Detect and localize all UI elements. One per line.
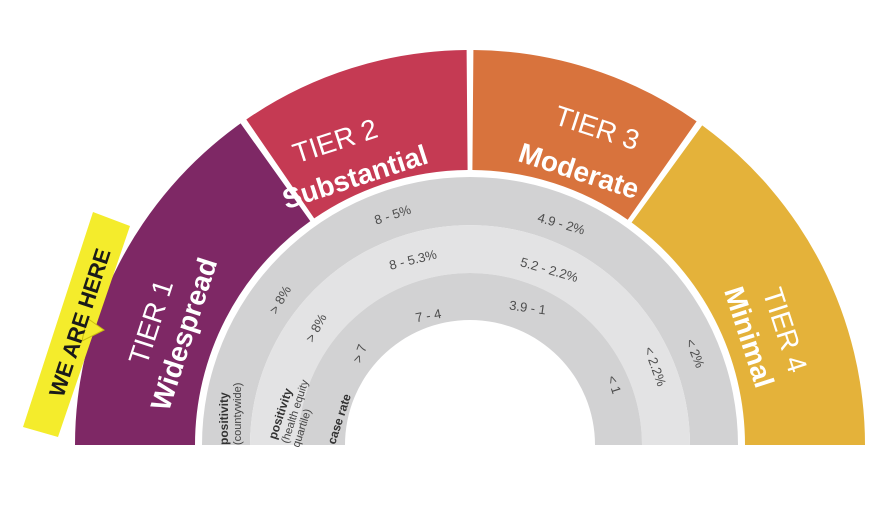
inner-value-tier-4: < 1 bbox=[604, 374, 624, 396]
row-label-title: positivity bbox=[217, 392, 231, 445]
inner-value-tier-3: 3.9 - 1 bbox=[508, 298, 547, 318]
tier-sectors bbox=[75, 50, 865, 446]
row-label-positivity-health-equity: positivity (health equity quartile) bbox=[266, 378, 315, 449]
tier-4-sector bbox=[631, 125, 865, 446]
tier-1-sector bbox=[75, 123, 311, 446]
band-positivity-health-equity bbox=[250, 225, 690, 445]
tier-3-sector bbox=[472, 50, 697, 220]
row-label-positivity-countywide: positivity (countywide) bbox=[217, 383, 244, 445]
marker-flag bbox=[23, 212, 130, 437]
band-case-rate bbox=[298, 273, 642, 445]
tier-2-sector bbox=[246, 50, 468, 219]
marker-arrow-icon bbox=[81, 317, 105, 342]
band-positivity-countywide bbox=[202, 177, 738, 445]
inner-value-tier-1: > 7 bbox=[350, 342, 370, 364]
inner-value-tier-2: 7 - 4 bbox=[414, 306, 442, 325]
metric-bands bbox=[202, 177, 738, 445]
row-label-sub: (countywide) bbox=[232, 383, 244, 445]
